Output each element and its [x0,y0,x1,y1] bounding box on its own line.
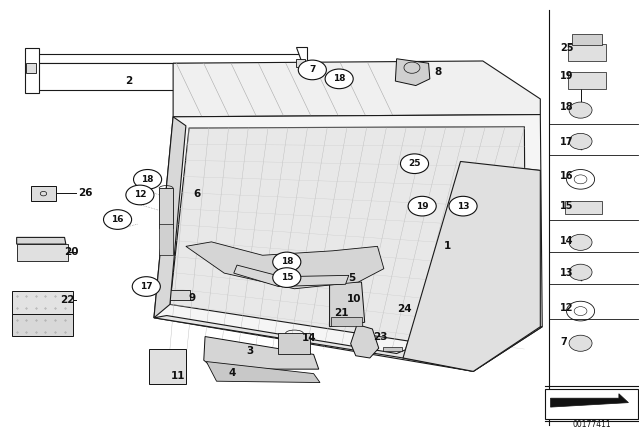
Text: 6: 6 [193,189,200,198]
Bar [159,224,173,255]
Text: 13: 13 [457,202,469,211]
Polygon shape [173,61,540,117]
Polygon shape [154,315,542,371]
Polygon shape [550,394,628,407]
Polygon shape [206,362,320,383]
Circle shape [126,185,154,205]
Polygon shape [396,59,430,86]
Polygon shape [17,237,66,244]
Text: 16: 16 [111,215,124,224]
Text: 25: 25 [408,159,420,168]
Text: 13: 13 [560,268,573,278]
Text: 24: 24 [397,304,412,314]
Text: 21: 21 [334,308,348,319]
Circle shape [569,134,592,150]
Circle shape [569,264,592,280]
Bar [296,59,305,67]
Circle shape [273,252,301,272]
Text: 22: 22 [61,295,75,305]
Text: 5: 5 [348,273,356,284]
Text: 17: 17 [140,282,152,291]
Polygon shape [29,63,301,90]
Bar [332,317,362,326]
Text: 7: 7 [309,65,316,74]
Bar [278,333,310,353]
Text: 4: 4 [229,368,236,378]
Circle shape [104,210,132,229]
Circle shape [134,169,162,189]
Circle shape [273,268,301,288]
Text: 25: 25 [560,43,573,53]
Polygon shape [351,324,379,358]
Text: 14: 14 [560,236,573,246]
Polygon shape [29,54,301,63]
Text: 19: 19 [560,71,573,81]
Polygon shape [204,336,319,369]
Text: 12: 12 [134,190,146,199]
Text: 00177411: 00177411 [572,421,611,430]
Bar [568,44,606,61]
Polygon shape [186,242,384,289]
Circle shape [408,196,436,216]
Text: 18: 18 [333,74,346,83]
Text: 24: 24 [397,292,411,302]
Circle shape [401,154,429,173]
Circle shape [449,196,477,216]
Text: 10: 10 [347,294,361,304]
Text: 17: 17 [560,137,573,147]
Text: 18: 18 [560,102,573,112]
Bar [17,244,68,261]
Text: 7: 7 [560,337,567,347]
Circle shape [569,102,592,118]
Text: 18: 18 [141,175,154,184]
Text: 1: 1 [444,241,451,251]
Bar [568,72,606,89]
Text: 19: 19 [416,202,429,211]
Bar [159,188,173,228]
Bar [564,201,602,214]
Text: 26: 26 [77,188,92,198]
Polygon shape [403,161,540,371]
Text: 16: 16 [560,171,573,181]
Text: 3: 3 [246,346,253,356]
Text: 23: 23 [372,332,387,341]
Circle shape [325,69,353,89]
Polygon shape [330,282,365,327]
Text: 15: 15 [560,201,573,211]
Text: 8: 8 [434,67,441,77]
Text: 9: 9 [189,293,196,303]
Text: 2: 2 [125,76,132,86]
Polygon shape [154,115,542,371]
Text: 12: 12 [560,302,573,313]
Bar [31,186,56,201]
Text: 20: 20 [64,247,78,257]
Polygon shape [154,117,186,318]
Polygon shape [25,47,39,93]
Circle shape [569,234,592,250]
Bar [572,34,602,45]
Circle shape [569,335,592,351]
Text: 14: 14 [302,333,316,343]
Text: 11: 11 [171,371,186,381]
Polygon shape [296,47,307,77]
Text: 15: 15 [280,273,293,282]
Circle shape [298,60,326,80]
Polygon shape [234,265,349,287]
Bar [12,291,73,315]
Polygon shape [170,127,525,349]
Bar [26,63,36,73]
Text: 18: 18 [280,258,293,267]
Bar [383,347,402,351]
Bar [545,389,638,419]
Bar [160,290,190,300]
Bar [12,314,73,336]
Circle shape [132,277,161,296]
Bar [149,349,186,384]
